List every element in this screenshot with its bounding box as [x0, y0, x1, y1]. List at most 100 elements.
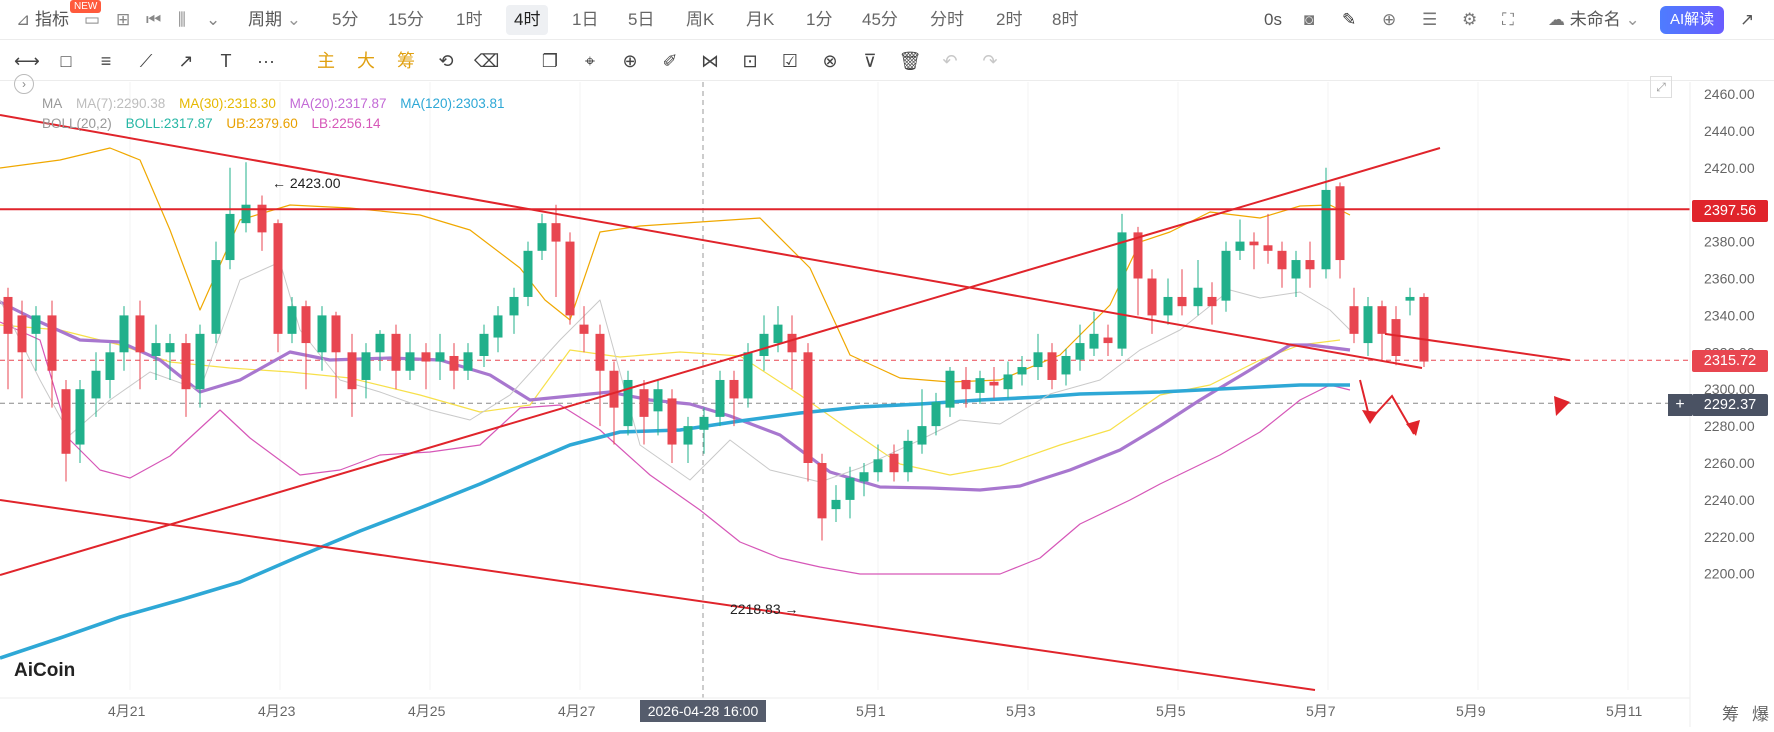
boll-lower-band [0, 321, 1351, 575]
alert-tool-icon[interactable]: ☑ [781, 51, 799, 71]
candle [653, 379, 663, 436]
candle-body [61, 389, 71, 454]
candle-body [1349, 306, 1359, 334]
cloud-icon: ☁ [1548, 10, 1565, 29]
period-5m[interactable]: 5分 [332, 10, 359, 29]
period-1d[interactable]: 1日 [572, 10, 599, 29]
fullscreen-icon[interactable]: ⛶ [1502, 10, 1514, 29]
measure-tool-icon[interactable]: ⌫ [474, 51, 500, 71]
chevron-down-icon: ⌄ [286, 10, 301, 29]
candle [729, 370, 739, 427]
candle-type-icon[interactable]: ⫼ [178, 10, 186, 29]
candle [831, 485, 841, 523]
x-tick-label: 5月5 [1156, 703, 1186, 719]
y-tick-label: 2240.00 [1704, 492, 1755, 508]
x-tick-label: 4月27 [558, 703, 596, 719]
period-2h[interactable]: 2时 [996, 10, 1023, 29]
parallel-channel-tool-icon[interactable]: ≡ [100, 51, 112, 71]
grid-icon[interactable]: ⊞ [116, 10, 131, 29]
more-tool-icon[interactable]: ··· [257, 51, 275, 71]
filter-icon[interactable]: ⊽ [863, 51, 877, 71]
candle-body [3, 296, 13, 334]
add-alert-icon[interactable]: + [1668, 394, 1692, 416]
collapse-legend-icon[interactable]: › [14, 74, 34, 94]
candle-body [287, 306, 297, 334]
period-15m[interactable]: 15分 [388, 10, 424, 29]
period-8h[interactable]: 8时 [1052, 10, 1079, 29]
liquidation-corner-label[interactable]: 爆 [1752, 705, 1769, 724]
candle [595, 324, 605, 427]
layout-name-dropdown[interactable]: ☁ 未命名 ⌄ [1548, 0, 1640, 40]
ai-interpret-button[interactable]: AI解读 [1660, 6, 1725, 34]
period-5d[interactable]: 5日 [628, 10, 655, 29]
large-order-tool[interactable]: 大 [357, 51, 375, 71]
candle-body [1033, 352, 1043, 368]
lock-tool-icon[interactable]: ⊡ [742, 51, 758, 71]
expand-icon[interactable]: ⤢ [1650, 76, 1672, 98]
candle-body [1405, 296, 1415, 301]
delete-icon[interactable]: 🗑 [898, 51, 922, 71]
period-dropdown[interactable]: 周期 ⌄ [248, 0, 301, 40]
period-4h[interactable]: 4时 [506, 5, 549, 35]
axes: 2460.002440.002420.002400.002380.002360.… [0, 82, 1755, 727]
candle [1117, 213, 1127, 356]
mirror-tool-icon[interactable]: ⋈ [701, 51, 719, 71]
candle [3, 287, 13, 390]
candle [1133, 226, 1143, 316]
undo-icon[interactable]: ↶ [942, 51, 958, 71]
candle [195, 324, 205, 408]
add-panel-icon[interactable]: ⊕ [1382, 10, 1397, 29]
drawing-toolbar: ⟷ □ ≡ ⟋ ↗ T ··· 主 大 筹 ⟲ ⌫ ❐ ⌖ ⊕ ✐ ⋈ ⊡ ☑ … [0, 41, 1774, 81]
period-1m[interactable]: 1分 [806, 10, 833, 29]
main-chart-tool[interactable]: 主 [317, 51, 335, 71]
ray-tool-icon[interactable]: ↗ [178, 51, 194, 71]
rewind-icon[interactable]: ⏮ [146, 10, 162, 29]
zoom-tool-icon[interactable]: ⊕ [622, 51, 638, 71]
ruler-tool-icon[interactable]: ⌖ [584, 51, 596, 71]
candle-body [257, 204, 267, 233]
magnet-tool-icon[interactable]: ⊗ [822, 51, 838, 71]
replay-tool-icon[interactable]: ⟲ [438, 51, 454, 71]
redo-icon[interactable]: ↷ [982, 51, 998, 71]
text-tool-icon[interactable]: T [220, 51, 232, 71]
candle-body [859, 472, 869, 482]
candle [449, 343, 459, 390]
zigzag-arrow-2 [1406, 420, 1420, 436]
share-icon[interactable]: ↗ [1740, 10, 1755, 29]
candle-body [435, 352, 445, 362]
candle-body [181, 343, 191, 390]
camera-icon[interactable]: ◙ [1304, 10, 1315, 29]
settings-icon[interactable]: ⚙ [1462, 10, 1478, 29]
brush-tool-icon[interactable]: ✐ [662, 51, 678, 71]
copy-tool-icon[interactable]: ❐ [541, 51, 559, 71]
list-icon[interactable]: ☰ [1422, 10, 1438, 29]
horizontal-line-tool-icon[interactable]: ⟷ [14, 51, 40, 71]
chevron-down-icon[interactable]: ⌄ [206, 10, 221, 29]
candle-body [493, 315, 503, 338]
period-1h[interactable]: 1时 [456, 10, 483, 29]
candle [759, 315, 769, 371]
candle-body [1177, 296, 1187, 307]
candle-body [1075, 343, 1085, 360]
candle [639, 379, 649, 445]
candlestick-chart[interactable]: ← 2423.00 2218.83 → 2460.00 2440.00 2420.00… [0, 82, 1774, 727]
layout-icon[interactable]: ▭ [84, 10, 101, 29]
chips-tool[interactable]: 筹 [397, 51, 415, 71]
pen-icon[interactable]: ✎ [1342, 10, 1357, 29]
rectangle-tool-icon[interactable]: □ [60, 51, 72, 71]
candle [715, 370, 725, 427]
candle [537, 213, 547, 261]
chips-corner-label[interactable]: 筹 [1722, 705, 1739, 724]
period-week[interactable]: 周K [686, 10, 715, 29]
ma120-value: MA(120):2303.81 [400, 96, 505, 111]
candle-body [347, 352, 357, 390]
chart-area[interactable]: ← 2423.00 2218.83 → 2460.00 2440.00 2420.00… [0, 74, 1774, 727]
period-timeshare[interactable]: 分时 [930, 10, 964, 29]
candle-body [331, 315, 341, 353]
period-45m[interactable]: 45分 [862, 10, 898, 29]
period-month[interactable]: 月K [746, 10, 775, 29]
indicators-button[interactable]: ⊿ 指标 [16, 0, 69, 40]
candle [211, 241, 221, 344]
trend-line-tool-icon[interactable]: ⟋ [139, 51, 153, 71]
y-tick-label: 2220.00 [1704, 529, 1755, 545]
